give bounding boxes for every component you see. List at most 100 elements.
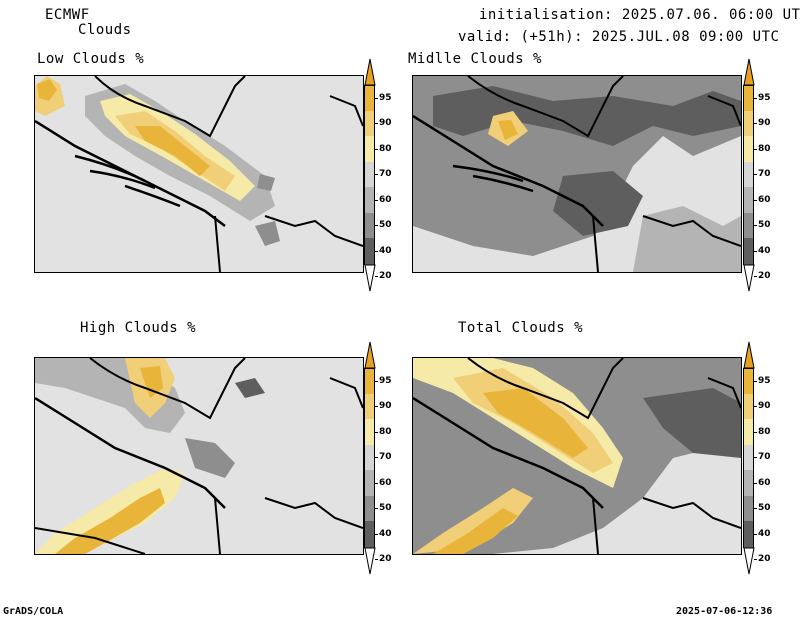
colorbar-tick <box>754 148 757 150</box>
colorbar-tick <box>754 250 757 252</box>
colorbar-tick <box>754 533 757 535</box>
colorbar-tick <box>375 533 378 535</box>
colorbar-label: 60 <box>758 194 771 205</box>
colorbar-segment <box>364 521 375 548</box>
panel-title-total: Total Clouds % <box>458 320 584 336</box>
colorbar-total: 95 90 80 70 60 50 40 20 <box>743 341 791 576</box>
colorbar-label: 50 <box>758 220 771 231</box>
panel-title-high: High Clouds % <box>80 320 197 336</box>
footer-right: 2025-07-06-12:36 <box>676 606 773 617</box>
colorbar-label: 95 <box>758 92 771 103</box>
colorbar-segment <box>364 470 375 497</box>
colorbar-label: 20 <box>758 271 771 282</box>
colorbar-tick <box>375 148 378 150</box>
colorbar-tick <box>375 482 378 484</box>
colorbar-tick <box>754 482 757 484</box>
colorbar-segment <box>364 393 375 420</box>
colorbar-label: 60 <box>758 477 771 488</box>
colorbar-segment <box>364 110 375 137</box>
colorbar-tick <box>375 123 378 125</box>
colorbar-label: 90 <box>379 118 392 129</box>
colorbar-label: 40 <box>379 245 392 256</box>
colorbar-bottom-arrow <box>743 264 755 291</box>
colorbar-segment <box>364 368 375 395</box>
colorbar-label: 70 <box>379 169 392 180</box>
colorbar-segment <box>743 495 754 522</box>
colorbar-low: 95 90 80 70 60 50 40 20 <box>364 58 412 293</box>
colorbar-tick <box>754 97 757 99</box>
product-label: Clouds <box>78 22 132 38</box>
colorbar-label: 20 <box>379 554 392 565</box>
colorbar-label: 80 <box>758 426 771 437</box>
middle-clouds-field <box>413 76 741 272</box>
colorbar-segment <box>743 161 754 188</box>
colorbar-label: 80 <box>758 143 771 154</box>
colorbar-tick <box>375 457 378 459</box>
total-clouds-field <box>413 358 741 554</box>
colorbar-segment <box>743 521 754 548</box>
colorbar-label: 50 <box>379 220 392 231</box>
colorbar-segment <box>743 238 754 265</box>
colorbar-tick <box>754 457 757 459</box>
colorbar-segment <box>364 444 375 471</box>
colorbar-tick <box>754 559 757 561</box>
colorbar-top-arrow <box>743 58 755 86</box>
colorbar-tick <box>754 508 757 510</box>
colorbar-high: 95 90 80 70 60 50 40 20 <box>364 341 412 576</box>
colorbar-tick <box>375 431 378 433</box>
low-clouds-field <box>35 76 363 272</box>
colorbar-tick <box>754 380 757 382</box>
colorbar-segment <box>743 419 754 446</box>
colorbar-label: 60 <box>379 194 392 205</box>
colorbar-tick <box>754 431 757 433</box>
colorbar-tick <box>754 225 757 227</box>
colorbar-tick <box>375 199 378 201</box>
colorbar-bottom-arrow <box>743 547 755 574</box>
panel-title-low: Low Clouds % <box>37 51 145 67</box>
colorbar-segment <box>364 419 375 446</box>
colorbar-segment <box>743 136 754 163</box>
colorbar-segment <box>743 444 754 471</box>
colorbar-label: 80 <box>379 426 392 437</box>
colorbar-tick <box>375 406 378 408</box>
colorbar-top-arrow <box>364 58 376 86</box>
colorbar-tick <box>375 225 378 227</box>
colorbar-label: 70 <box>379 452 392 463</box>
colorbar-tick <box>754 123 757 125</box>
colorbar-label: 90 <box>379 401 392 412</box>
colorbar-tick <box>375 250 378 252</box>
colorbar-label: 40 <box>379 528 392 539</box>
colorbar-label: 70 <box>758 452 771 463</box>
map-total-clouds <box>412 357 742 555</box>
colorbar-label: 20 <box>379 271 392 282</box>
colorbar-segment <box>364 187 375 214</box>
colorbar-tick <box>754 174 757 176</box>
colorbar-bottom-arrow <box>364 547 376 574</box>
colorbar-label: 50 <box>758 503 771 514</box>
colorbar-tick <box>754 406 757 408</box>
model-label: ECMWF <box>45 7 90 23</box>
colorbar-label: 80 <box>379 143 392 154</box>
colorbar-tick <box>375 380 378 382</box>
colorbar-tick <box>375 174 378 176</box>
panel-title-middle: Midlle Clouds % <box>408 51 542 67</box>
colorbar-segment <box>364 495 375 522</box>
colorbar-top-arrow <box>364 341 376 369</box>
colorbar-tick <box>375 508 378 510</box>
colorbar-segment <box>364 85 375 112</box>
footer-left: GrADS/COLA <box>3 606 64 617</box>
high-clouds-field <box>35 358 363 554</box>
colorbar-segment <box>743 470 754 497</box>
colorbar-tick <box>375 97 378 99</box>
colorbar-bottom-arrow <box>364 264 376 291</box>
colorbar-label: 20 <box>758 554 771 565</box>
colorbar-segment <box>743 212 754 239</box>
colorbar-label: 95 <box>379 375 392 386</box>
colorbar-label: 70 <box>758 169 771 180</box>
colorbar-segment <box>364 161 375 188</box>
colorbar-tick <box>754 199 757 201</box>
colorbar-segment <box>743 85 754 112</box>
colorbar-tick <box>754 276 757 278</box>
colorbar-tick <box>375 276 378 278</box>
colorbar-segment <box>364 136 375 163</box>
